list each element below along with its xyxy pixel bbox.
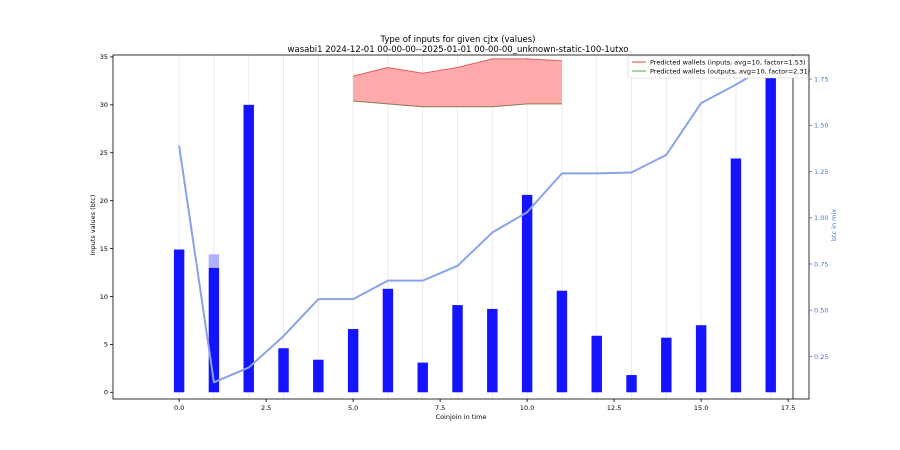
x-tick-label: 12.5 [607, 404, 621, 412]
bar-fresh [382, 288, 394, 393]
plot-frame [112, 54, 810, 400]
bar-fresh [487, 308, 498, 393]
right-tick-label: 0.25 [814, 353, 828, 361]
x-tick-label: 7.5 [435, 404, 445, 412]
btc-in-mix-line [178, 63, 772, 384]
bar-fresh [417, 362, 428, 393]
bar-fresh [695, 325, 707, 393]
right-axis-label: btc in mix [830, 209, 838, 241]
x-tick-label: 0.0 [174, 404, 184, 412]
bar-fresh [243, 104, 254, 393]
x-axis-label: Coinjoin in time [436, 413, 487, 421]
x-tick-label: 10.0 [520, 404, 534, 412]
predicted-inputs-line [352, 58, 562, 77]
x-axis-ticks: 0.0 2.5 5.0 7.5 10.0 12.5 15.0 17.5 [174, 399, 795, 412]
right-axis-ticks: 0.25 0.50 0.75 1.00 1.25 1.50 1.75 [809, 75, 828, 361]
right-tick-label: 1.25 [814, 168, 828, 176]
bar-fresh [347, 329, 359, 393]
chart-title: Type of inputs for given cjtx (values) [380, 35, 536, 45]
predicted-outputs-line [353, 100, 562, 108]
x-tick-label: 5.0 [348, 404, 358, 412]
bar-fresh [208, 267, 220, 393]
bar-fresh [173, 249, 185, 393]
bar-fresh [765, 66, 776, 393]
bar-fresh [556, 290, 568, 393]
btc-in-mix-path [178, 63, 772, 384]
right-tick-label: 1.75 [814, 75, 828, 83]
bar-fresh [626, 375, 637, 393]
bar-fresh [278, 348, 289, 393]
right-tick-label: 0.50 [814, 307, 828, 315]
legend-label-inputs: Predicted wallets (inputs, avg=10, facto… [650, 59, 806, 67]
x-tick-label: 17.5 [781, 404, 795, 412]
y-axis-label: Inputs values (btc) [89, 195, 97, 256]
chart-subtitle: wasabi1 2024-12-01 00-00-00--2025-01-01 … [288, 45, 629, 55]
y-tick-label: 5 [104, 341, 108, 349]
right-tick-label: 1.00 [814, 214, 828, 222]
legend-label-outputs: Predicted wallets (outputs, avg=10, fact… [650, 68, 810, 76]
x-tick-label: 2.5 [261, 404, 271, 412]
legend: Predicted wallets (inputs, avg=10, facto… [627, 55, 810, 79]
bar-fresh [521, 194, 533, 393]
bar-fresh [661, 337, 672, 393]
bar-fresh [730, 158, 742, 393]
y-tick-label: 0 [104, 389, 108, 397]
y-tick-label: 25 [100, 149, 108, 157]
bar-fresh [452, 305, 463, 393]
y-tick-label: 35 [100, 53, 108, 61]
right-tick-label: 0.75 [814, 260, 828, 268]
y-tick-label: 30 [100, 101, 108, 109]
x-tick-label: 15.0 [694, 404, 708, 412]
predicted-band [352, 58, 562, 108]
y-tick-label: 10 [100, 293, 108, 301]
y-tick-label: 20 [100, 197, 108, 205]
bar-fresh [313, 359, 324, 393]
bar-remixed [208, 254, 220, 268]
bar-fresh [591, 335, 602, 393]
bars [173, 66, 776, 393]
legend-box [627, 55, 809, 79]
y-axis-ticks: 0 5 10 15 20 25 30 35 [100, 53, 113, 397]
right-tick-label: 1.50 [814, 122, 828, 130]
y-tick-label: 15 [100, 245, 108, 253]
